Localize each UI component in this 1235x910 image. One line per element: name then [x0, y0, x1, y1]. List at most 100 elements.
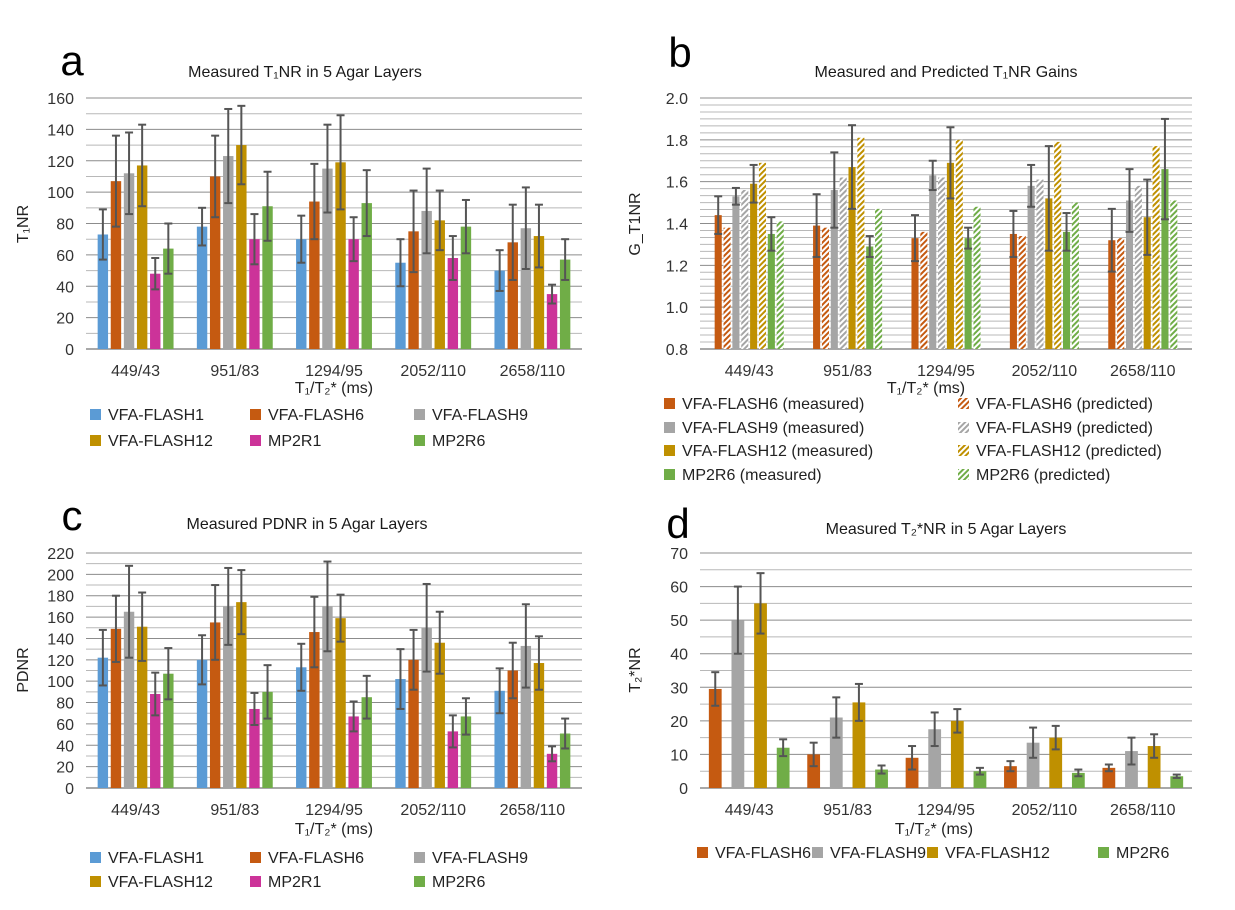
legend-swatch [664, 469, 675, 480]
chart-title: Measured PDNR in 5 Agar Layers [187, 516, 428, 533]
y-tick-label: 180 [47, 589, 74, 606]
legend-swatch [927, 847, 938, 858]
bar-vfa-flash6 [408, 659, 419, 788]
x-tick-label: 951/83 [823, 802, 872, 819]
legend-swatch [664, 445, 675, 456]
bar-mp2r6 [559, 259, 571, 349]
legend-label: VFA-FLASH9 (measured) [682, 420, 864, 437]
y-tick-label: 40 [670, 647, 688, 664]
bar-mp2r6-predicted [1170, 200, 1178, 349]
bar-vfa-flash12 [335, 618, 346, 788]
bar-mp2r1 [546, 294, 558, 349]
y-axis-label: T₂*NR [627, 647, 644, 692]
bar-vfa-flash12 [236, 145, 247, 349]
x-tick-label: 1294/95 [917, 802, 975, 819]
legend-swatch [250, 409, 261, 420]
bar-vfa-flash9 [829, 717, 843, 788]
bar-vfa-flash12 [1147, 746, 1161, 788]
bar-mp2r6-measured [964, 238, 972, 349]
legend-swatch [90, 876, 101, 887]
y-tick-label: 20 [670, 714, 688, 731]
legend-swatch [90, 852, 101, 863]
bar-vfa-flash9 [322, 168, 333, 349]
bar-vfa-flash9-predicted [938, 177, 946, 349]
bar-vfa-flash9 [421, 210, 432, 349]
bar-mp2r6 [460, 716, 472, 788]
bar-mp2r6-predicted [1071, 202, 1079, 349]
panel-letter: c [62, 492, 83, 539]
legend-label: VFA-FLASH9 [830, 845, 926, 862]
y-tick-label: 140 [47, 631, 74, 648]
x-tick-label: 2658/110 [500, 363, 566, 380]
bar-vfa-flash6 [408, 231, 419, 349]
bar-vfa-flash12-measured [750, 183, 758, 349]
bar-vfa-flash9 [123, 611, 135, 788]
y-tick-label: 10 [670, 747, 688, 764]
bar-vfa-flash1 [494, 270, 505, 349]
y-tick-label: 120 [47, 154, 74, 171]
bar-vfa-flash9 [520, 228, 532, 349]
legend-label: VFA-FLASH9 [432, 850, 528, 867]
y-tick-label: 1.6 [666, 175, 688, 192]
bar-vfa-flash12-predicted [1152, 146, 1160, 349]
y-tick-label: 160 [47, 610, 74, 627]
legend-swatch [414, 409, 425, 420]
legend-label: VFA-FLASH12 (predicted) [976, 443, 1162, 460]
y-tick-label: 160 [47, 91, 74, 108]
y-tick-label: 30 [670, 680, 688, 697]
chart-title: Measured and Predicted T₁NR Gains [814, 64, 1077, 81]
legend-swatch [1098, 847, 1109, 858]
bar-vfa-flash6-measured [1108, 240, 1116, 349]
bar-vfa-flash9 [731, 620, 745, 788]
bar-vfa-flash1 [395, 679, 406, 788]
bar-vfa-flash12 [950, 720, 964, 788]
legend-label: VFA-FLASH1 [108, 407, 204, 424]
bar-vfa-flash12 [754, 603, 767, 788]
bar-mp2r1 [150, 694, 161, 788]
x-tick-label: 2052/110 [400, 363, 466, 380]
bar-mp2r6-measured [1062, 231, 1071, 349]
bar-vfa-flash6 [209, 622, 221, 788]
bar-mp2r1 [249, 239, 260, 349]
legend-label: MP2R6 [432, 433, 485, 450]
bar-mp2r6 [163, 248, 174, 349]
bar-vfa-flash9-predicted [839, 177, 847, 349]
panel-letter: d [666, 500, 689, 547]
y-tick-label: 220 [47, 546, 74, 563]
legend-swatch [812, 847, 823, 858]
bar-vfa-flash6 [110, 628, 122, 788]
panel-a: a Measured T₁NR in 5 Agar Layers 0 20 40 60 80… [15, 37, 582, 450]
y-tick-label: 0 [679, 781, 688, 798]
bar-mp2r6 [559, 733, 571, 788]
bar-vfa-flash1 [494, 690, 505, 788]
legend-swatch [664, 422, 675, 433]
bar-vfa-flash12 [852, 702, 866, 788]
bar-vfa-flash12 [136, 165, 148, 349]
y-tick-label: 120 [47, 653, 74, 670]
legend-swatch [90, 435, 101, 446]
y-tick-label: 200 [47, 567, 74, 584]
y-tick-label: 0.8 [666, 342, 688, 359]
bar-vfa-flash9 [223, 156, 234, 349]
bar-vfa-flash1 [97, 234, 109, 349]
chart-title: Measured T₂*NR in 5 Agar Layers [826, 521, 1067, 538]
bar-vfa-flash1 [196, 226, 208, 349]
legend-label: MP2R6 [1116, 845, 1169, 862]
panel-d: d Measured T₂*NR in 5 Agar Layers 0 10 20 30 4… [627, 500, 1192, 862]
bar-vfa-flash9-measured [1027, 185, 1035, 349]
bar-vfa-flash12-predicted [758, 162, 767, 349]
panel-letter: a [60, 37, 84, 84]
y-tick-label: 60 [56, 717, 74, 734]
y-tick-label: 80 [56, 696, 74, 713]
panel-b: b Measured and Predicted T₁NR Gains 0.8 1.0… [627, 29, 1192, 484]
bar-mp2r1 [348, 716, 359, 788]
bar-vfa-flash12-measured [848, 167, 856, 349]
legend-swatch [414, 876, 425, 887]
y-tick-label: 60 [670, 580, 688, 597]
x-tick-label: 951/83 [823, 363, 872, 380]
bar-vfa-flash1 [296, 667, 307, 788]
x-tick-label: 449/43 [725, 363, 774, 380]
bar-vfa-flash6-measured [714, 215, 722, 349]
bar-mp2r1 [546, 753, 558, 788]
bar-vfa-flash6-predicted [1018, 236, 1026, 349]
